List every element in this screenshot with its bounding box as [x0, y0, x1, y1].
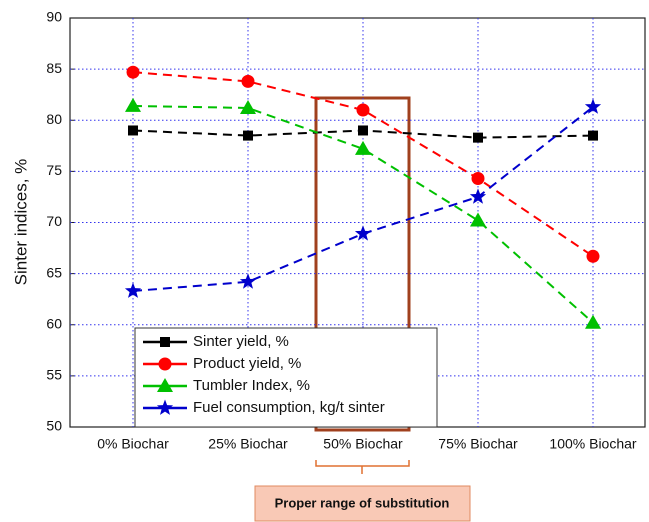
- legend-label: Sinter yield, %: [193, 333, 289, 350]
- marker: [469, 188, 487, 204]
- marker: [158, 357, 172, 371]
- y-tick-label: 80: [46, 111, 62, 127]
- marker: [584, 98, 602, 114]
- legend-label: Product yield, %: [193, 355, 301, 372]
- marker: [471, 172, 485, 186]
- marker: [125, 97, 141, 112]
- marker: [356, 103, 370, 117]
- x-tick-label: 100% Biochar: [549, 436, 637, 452]
- marker: [586, 249, 600, 263]
- marker: [240, 99, 256, 114]
- marker: [239, 273, 257, 289]
- marker: [588, 130, 598, 141]
- marker: [358, 125, 368, 136]
- x-tick-label: 25% Biochar: [208, 436, 288, 452]
- x-tick-label: 50% Biochar: [323, 436, 403, 452]
- legend-label: Fuel consumption, kg/t sinter: [193, 399, 385, 416]
- marker: [354, 225, 372, 241]
- bracket: [315, 460, 410, 474]
- y-tick-label: 90: [46, 9, 62, 25]
- y-tick-label: 65: [46, 264, 62, 280]
- marker: [585, 314, 601, 329]
- annotation-box: [254, 485, 471, 522]
- x-tick-label: 75% Biochar: [438, 436, 518, 452]
- annotation: Proper range of substitution: [275, 495, 450, 510]
- marker: [128, 125, 138, 136]
- legend-box: [134, 327, 438, 428]
- y-tick-label: 50: [46, 418, 62, 434]
- series-line: [132, 104, 594, 324]
- y-tick-label: 75: [46, 162, 62, 178]
- marker: [470, 212, 486, 227]
- legend-label: Tumbler Index, %: [193, 377, 310, 394]
- marker: [126, 65, 140, 79]
- marker: [473, 132, 483, 143]
- marker: [124, 282, 142, 298]
- marker: [243, 130, 253, 141]
- y-tick-label: 60: [46, 315, 62, 331]
- y-tick-label: 70: [46, 213, 62, 229]
- marker: [355, 140, 371, 155]
- marker: [160, 337, 170, 347]
- marker: [241, 74, 255, 88]
- y-tick-label: 85: [46, 60, 62, 76]
- y-tick-label: 55: [46, 367, 62, 383]
- marker: [157, 378, 173, 392]
- x-tick-label: 0% Biochar: [97, 436, 169, 452]
- marker: [156, 399, 174, 415]
- y-axis-label: Sinter indices, %: [11, 159, 30, 286]
